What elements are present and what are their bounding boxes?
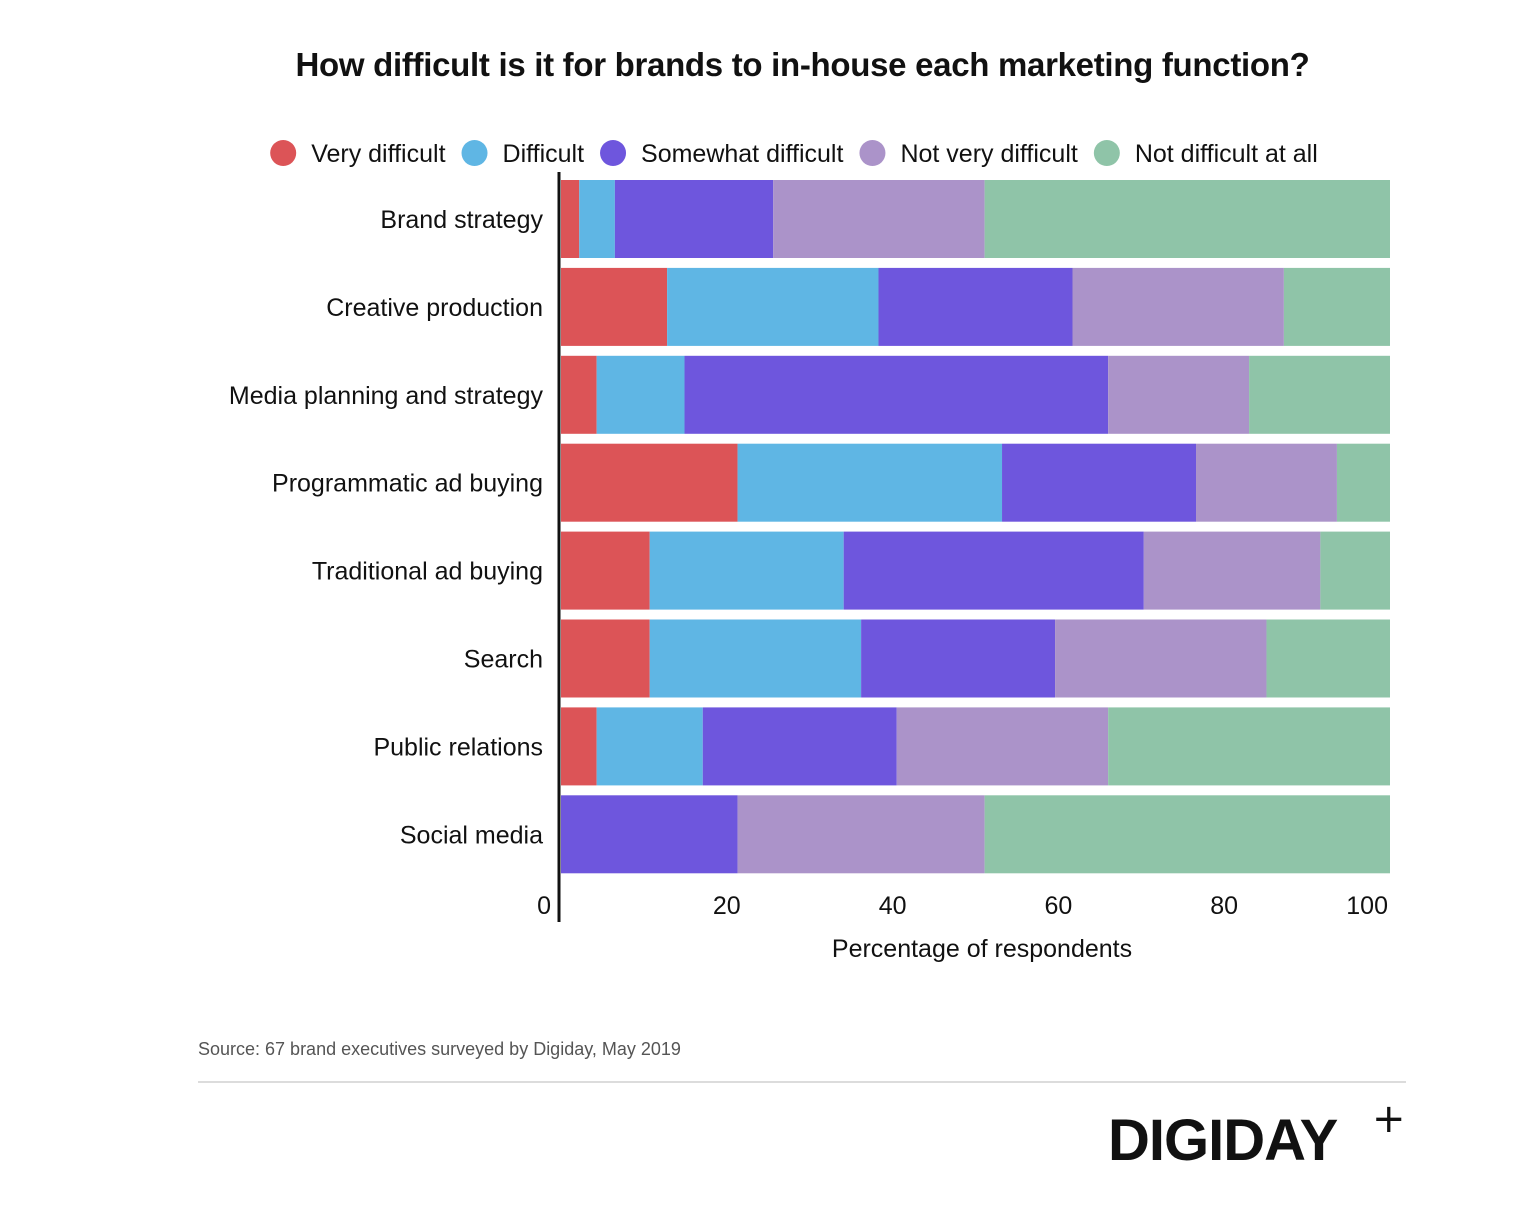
bar-public-relations-difficult [596,707,703,786]
chart-plot: Very difficult Difficult Somewhat difficul… [229,140,1390,963]
legend: Very difficult Difficult Somewhat difficul… [270,140,1318,168]
bar-brand-strategy-very-difficult [561,180,580,258]
source-note: Source: 67 brand executives surveyed by … [198,1039,681,1059]
category-label: Public relations [373,733,543,761]
bar-search-not-very-difficult [1055,619,1267,698]
bar-creative-production-not-very-difficult [1072,267,1284,346]
legend-label-difficult: Difficult [503,140,585,168]
bar-media-planning-and-strategy-somewhat-difficult [684,355,1109,434]
bar-brand-strategy-somewhat-difficult [614,180,774,258]
footer-divider [198,1081,1406,1083]
bar-traditional-ad-buying-not-difficult-at-all [1320,531,1390,610]
legend-swatch-somewhat-difficult [600,140,627,166]
bar-social-media-not-very-difficult [737,795,985,874]
bar-social-media-somewhat-difficult [561,795,738,874]
legend-swatch-difficult [461,140,488,166]
x-tick-label: 80 [1210,892,1238,920]
bar-public-relations-somewhat-difficult [702,707,897,786]
logo-wordmark: DIGIDAY [1108,1108,1338,1173]
bar-brand-strategy-not-difficult-at-all [984,180,1390,258]
bar-programmatic-ad-buying-not-difficult-at-all [1336,443,1390,522]
bar-media-planning-and-strategy-not-difficult-at-all [1249,355,1390,434]
bar-public-relations-not-difficult-at-all [1108,707,1390,786]
category-label: Programmatic ad buying [272,470,543,498]
bar-media-planning-and-strategy-very-difficult [561,355,597,434]
x-tick-labels: 0 20 40 60 80 100 [537,892,1388,920]
bar-creative-production-not-difficult-at-all [1283,267,1390,346]
x-axis-title: Percentage of respondents [832,935,1132,963]
bar-traditional-ad-buying-very-difficult [561,531,650,610]
bar-media-planning-and-strategy-difficult [596,355,685,434]
legend-swatch-very-difficult [270,140,297,166]
bar-brand-strategy-not-very-difficult [773,180,985,258]
bar-traditional-ad-buying-difficult [649,531,844,610]
legend-swatch-not-difficult-at-all [1093,140,1120,166]
bar-traditional-ad-buying-somewhat-difficult [843,531,1144,610]
x-tick-label: 0 [537,892,551,920]
chart-title: How difficult is it for brands to in-hou… [295,46,1310,83]
bar-creative-production-very-difficult [561,267,668,346]
legend-label-very-difficult: Very difficult [311,140,445,168]
x-tick-label: 20 [713,892,741,920]
bar-search-difficult [649,619,862,698]
bar-programmatic-ad-buying-difficult [737,443,1003,522]
bar-programmatic-ad-buying-very-difficult [561,443,738,522]
bar-group [561,180,1390,874]
category-label: Traditional ad buying [312,558,543,586]
bar-search-not-difficult-at-all [1266,619,1390,698]
bar-creative-production-difficult [667,267,879,346]
category-label: Creative production [326,294,543,322]
category-label: Media planning and strategy [229,382,544,410]
bar-brand-strategy-difficult [579,180,615,258]
bar-search-somewhat-difficult [861,619,1056,698]
category-label: Brand strategy [380,206,543,234]
bar-programmatic-ad-buying-not-very-difficult [1196,443,1337,522]
bar-programmatic-ad-buying-somewhat-difficult [1002,443,1197,522]
legend-swatch-not-very-difficult [859,140,886,166]
legend-label-somewhat-difficult: Somewhat difficult [641,140,843,168]
digiday-logo[interactable]: DIGIDAY + [1108,1096,1406,1176]
legend-label-not-difficult-at-all: Not difficult at all [1135,140,1318,168]
bar-traditional-ad-buying-not-very-difficult [1143,531,1321,610]
logo-plus-mark: + [1372,1096,1406,1142]
bar-search-very-difficult [561,619,650,698]
bar-creative-production-somewhat-difficult [878,267,1073,346]
category-labels: Brand strategy Creative production Media p… [229,206,544,849]
legend-label-not-very-difficult: Not very difficult [900,140,1077,168]
bar-public-relations-not-very-difficult [896,707,1109,786]
bar-media-planning-and-strategy-not-very-difficult [1108,355,1250,434]
x-tick-label: 60 [1044,892,1072,920]
category-label: Social media [400,821,543,849]
category-label: Search [464,646,543,674]
bar-public-relations-very-difficult [561,707,597,786]
bar-social-media-not-difficult-at-all [984,795,1390,874]
x-tick-label: 100 [1346,892,1388,920]
x-tick-label: 40 [879,892,907,920]
